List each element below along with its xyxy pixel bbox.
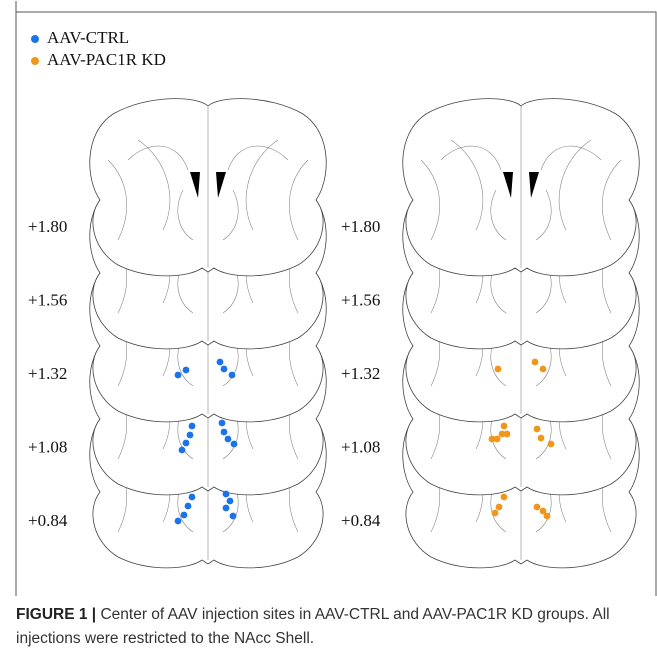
level-label: +1.56 bbox=[28, 290, 67, 309]
level-label: +1.08 bbox=[28, 437, 67, 456]
figure-panel: AAV-CTRL AAV-PAC1R KD +1.80 +1.56 +1.32 +1.… bbox=[0, 0, 657, 600]
injection-site bbox=[504, 431, 511, 438]
injection-site bbox=[230, 513, 237, 520]
injection-site bbox=[183, 367, 190, 374]
level-label: +0.84 bbox=[341, 511, 381, 530]
injection-site bbox=[492, 510, 499, 517]
injection-site bbox=[175, 518, 182, 525]
brain-section bbox=[403, 99, 639, 276]
level-label: +1.80 bbox=[28, 217, 67, 236]
injection-site bbox=[544, 513, 551, 520]
level-label: +1.56 bbox=[341, 290, 380, 309]
injection-site bbox=[501, 423, 508, 430]
injection-site bbox=[189, 494, 196, 501]
injection-site bbox=[223, 505, 230, 512]
injection-site bbox=[227, 498, 234, 505]
injection-site bbox=[548, 441, 555, 448]
injection-site bbox=[223, 491, 230, 498]
figure: AAV-CTRL AAV-PAC1R KD +1.80 +1.56 +1.32 +1.… bbox=[0, 0, 657, 650]
injection-site bbox=[231, 441, 238, 448]
injection-site bbox=[534, 504, 541, 511]
injection-site bbox=[534, 426, 541, 433]
injection-site bbox=[229, 372, 236, 379]
injection-site bbox=[221, 429, 228, 436]
injection-site bbox=[183, 440, 190, 447]
injection-site bbox=[489, 436, 496, 443]
injection-site bbox=[181, 512, 188, 519]
injection-site bbox=[532, 359, 539, 366]
level-label: +1.32 bbox=[28, 364, 67, 383]
level-label: +1.08 bbox=[341, 437, 380, 456]
injection-site bbox=[496, 504, 503, 511]
injection-site bbox=[538, 435, 545, 442]
injection-site bbox=[217, 359, 224, 366]
injection-site bbox=[540, 366, 547, 373]
injection-site bbox=[185, 503, 192, 510]
brain-section bbox=[90, 99, 326, 276]
injection-site bbox=[189, 423, 196, 430]
injection-site bbox=[187, 432, 194, 439]
injection-site bbox=[175, 372, 182, 379]
injection-site bbox=[179, 447, 186, 454]
injection-site bbox=[221, 366, 228, 373]
level-label: +0.84 bbox=[28, 511, 68, 530]
level-label: +1.32 bbox=[341, 364, 380, 383]
legend-label: AAV-PAC1R KD bbox=[47, 50, 166, 69]
injection-site bbox=[501, 494, 508, 501]
injection-site bbox=[219, 420, 226, 427]
level-label: +1.80 bbox=[341, 217, 380, 236]
injection-site bbox=[495, 366, 502, 373]
legend-marker bbox=[31, 35, 39, 43]
legend-marker bbox=[31, 57, 39, 65]
caption-label: FIGURE 1 | bbox=[16, 606, 96, 623]
caption-text: Center of AAV injection sites in AAV-CTR… bbox=[16, 606, 610, 647]
caption: FIGURE 1 | Center of AAV injection sites… bbox=[16, 603, 646, 650]
injection-site bbox=[225, 436, 232, 443]
legend-label: AAV-CTRL bbox=[47, 28, 129, 47]
